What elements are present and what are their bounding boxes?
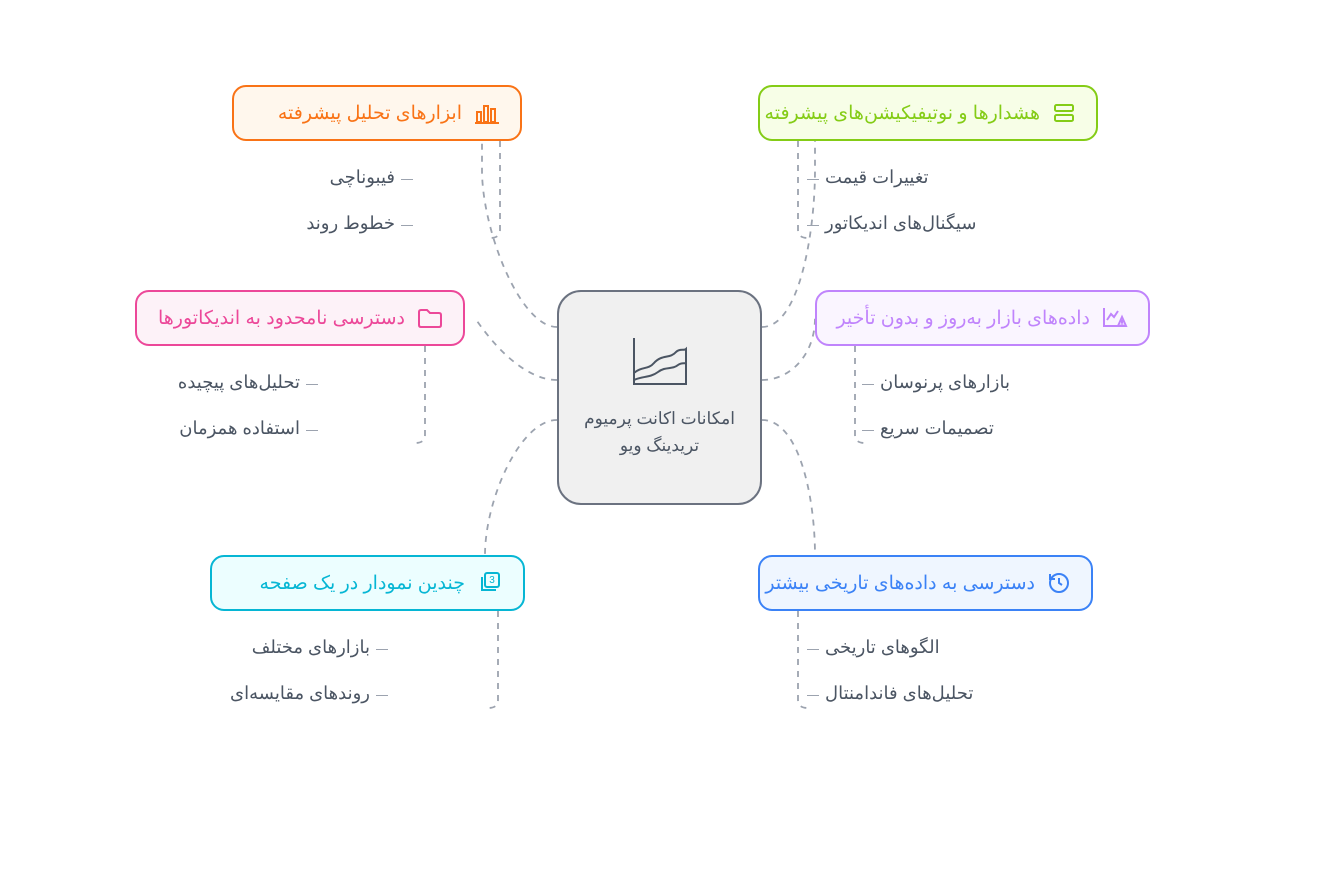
folder-icon (417, 307, 443, 329)
branch-label: ابزارهای تحلیل پیشرفته (278, 102, 462, 125)
subitem-tick (862, 430, 874, 431)
subitem: تحلیل‌های فاندامنتال (825, 683, 973, 704)
subitem-tick (807, 649, 819, 650)
subitem-tick (306, 430, 318, 431)
branch-realtime: داده‌های بازار به‌روز و بدون تأخیر (815, 290, 1150, 346)
subitem: بازارهای مختلف (252, 637, 370, 658)
subitem: تصمیمات سریع (880, 418, 994, 439)
subitem-tick (807, 225, 819, 226)
subitem-tick (376, 695, 388, 696)
center-title: امکانات اکانت پرمیوم تریدینگ ویو (575, 405, 744, 459)
subitem: روندهای مقایسه‌ای (230, 683, 370, 704)
subitem: تحلیل‌های پیچیده (178, 372, 300, 393)
chart-alert-icon (1102, 306, 1128, 330)
subitem-tick (807, 695, 819, 696)
bar-chart-icon (474, 102, 500, 124)
subitem: فیبوناچی (330, 167, 395, 188)
branch-label: هشدارها و نوتیفیکیشن‌های پیشرفته (765, 102, 1040, 125)
subitem-tick (376, 649, 388, 650)
clock-arrow-icon (1047, 571, 1071, 595)
branch-label: چندین نمودار در یک صفحه (260, 572, 465, 595)
mindmap-canvas: امکانات اکانت پرمیوم تریدینگ ویو هشدارها… (0, 0, 1317, 895)
subitem: الگوهای تاریخی (825, 637, 940, 658)
subitem: استفاده همزمان (179, 418, 300, 439)
branch-tools: ابزارهای تحلیل پیشرفته (232, 85, 522, 141)
subitem-tick (401, 179, 413, 180)
subitem-tick (807, 179, 819, 180)
branch-alerts: هشدارها و نوتیفیکیشن‌های پیشرفته (758, 85, 1098, 141)
branch-label: داده‌های بازار به‌روز و بدون تأخیر (836, 307, 1090, 330)
branch-indicators: دسترسی نامحدود به اندیکاتورها (135, 290, 465, 346)
svg-text:3: 3 (489, 575, 495, 586)
database-icon (1052, 101, 1076, 125)
subitem-tick (401, 225, 413, 226)
center-node: امکانات اکانت پرمیوم تریدینگ ویو (557, 290, 762, 505)
area-chart-icon (632, 336, 688, 391)
subitem-tick (306, 384, 318, 385)
subitem: سیگنال‌های اندیکاتور (825, 213, 976, 234)
subitem: خطوط روند (306, 213, 395, 234)
subitem-tick (862, 384, 874, 385)
branch-label: دسترسی نامحدود به اندیکاتورها (158, 307, 405, 330)
subitem: بازارهای پرنوسان (880, 372, 1010, 393)
branch-multichart: 3 چندین نمودار در یک صفحه (210, 555, 525, 611)
branch-history: دسترسی به داده‌های تاریخی بیشتر (758, 555, 1093, 611)
layers-3-icon: 3 (477, 570, 503, 596)
subitem: تغییرات قیمت (825, 167, 929, 188)
branch-label: دسترسی به داده‌های تاریخی بیشتر (765, 572, 1035, 595)
